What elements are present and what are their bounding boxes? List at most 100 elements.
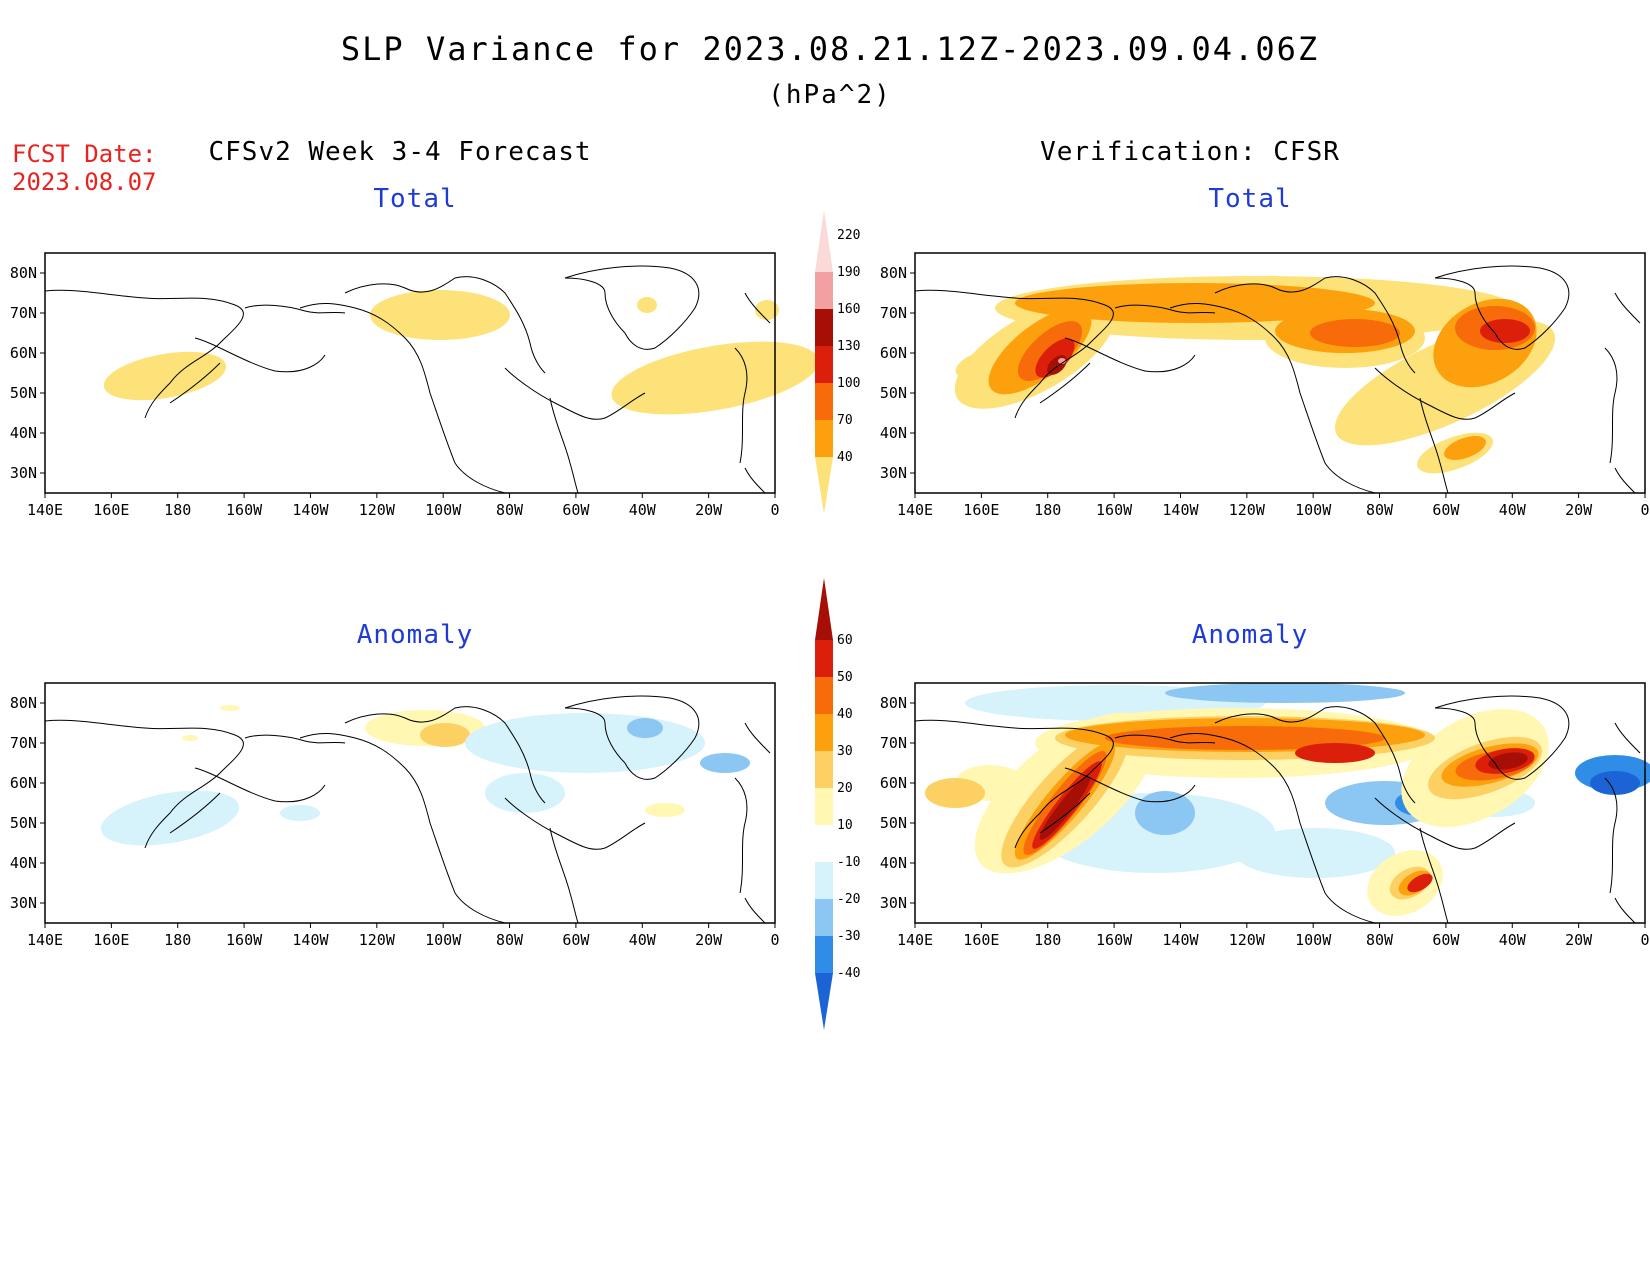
ver-total-fill-layer bbox=[954, 276, 1556, 474]
cb-total-swatch bbox=[815, 346, 833, 383]
fc-total-coastline-7 bbox=[549, 397, 579, 494]
ver-anom-lon-label: 140E bbox=[897, 931, 933, 949]
cb-total-swatch bbox=[815, 272, 833, 309]
cb-anom-swatch bbox=[815, 936, 833, 973]
cb-anom-level-label: 20 bbox=[837, 781, 853, 796]
fc-anom-fill-layer bbox=[100, 705, 750, 846]
fc-total-coastline-8 bbox=[564, 265, 700, 350]
fc-anom-contour-4 bbox=[485, 773, 565, 813]
cb-anom-level-label: -40 bbox=[837, 966, 860, 981]
ver-anom-lon-label: 140W bbox=[1162, 931, 1199, 949]
fc-anom-coastline-2 bbox=[244, 734, 346, 744]
ver-anom-coastline-2 bbox=[1114, 734, 1216, 744]
fc-total-title: Total bbox=[373, 184, 457, 214]
ver-total-lon-label: 180 bbox=[1034, 501, 1061, 519]
ver-anom-lon-label: 80W bbox=[1366, 931, 1394, 949]
ver-anom-lat-label: 80N bbox=[880, 694, 907, 712]
cb-anom-level-label: -30 bbox=[837, 929, 860, 944]
ver-anom-contour-7 bbox=[1590, 771, 1640, 795]
ver-total-lat-label: 50N bbox=[880, 384, 907, 402]
ver-total-coastline-8 bbox=[1434, 265, 1570, 350]
ver-total-coastline-11 bbox=[1604, 347, 1618, 464]
fc-total-coastline-10 bbox=[744, 292, 771, 324]
panel-verification-total: 140E 160E 180 160W 140W 120W 100W 80W 60W 40W 20W 0… bbox=[870, 240, 1650, 530]
ver-total-contour-15 bbox=[1480, 319, 1530, 343]
ver-anom-coastline-0 bbox=[914, 719, 1114, 849]
fc-total-coastline-5 bbox=[344, 276, 546, 374]
ver-anom-contour-1 bbox=[1165, 683, 1405, 703]
panel-forecast-anomaly: 140E 160E 180 160W 140W 120W 100W 80W 60W 40W 20W 0… bbox=[0, 670, 800, 960]
ver-anom-lon-label: 180 bbox=[1034, 931, 1061, 949]
ver-total-lon-label: 140E bbox=[897, 501, 933, 519]
ver-anom-contour-16 bbox=[925, 778, 985, 808]
ver-total-coastline-6 bbox=[1374, 367, 1516, 420]
ver-total-coastline-9 bbox=[1434, 277, 1496, 334]
ver-anom-coastline-3 bbox=[1064, 767, 1196, 803]
ver-total-contour-13 bbox=[1310, 319, 1400, 347]
cb-total-bottom-arrow bbox=[815, 457, 833, 514]
fc-anom-coastline-3 bbox=[194, 767, 326, 803]
fc-anom-coastline-4 bbox=[299, 733, 506, 924]
ver-total-lon-label: 80W bbox=[1366, 501, 1394, 519]
ver-anom-coastline-5 bbox=[1214, 706, 1416, 804]
fc-anom-contour-9 bbox=[220, 705, 240, 711]
fc-anom-coastline-7 bbox=[549, 827, 579, 924]
cb-anom-swatch bbox=[815, 825, 833, 862]
fc-total-contour-1 bbox=[370, 290, 510, 340]
ver-anom-coastline-12 bbox=[1614, 897, 1636, 924]
ver-anom-lon-label: 40W bbox=[1499, 931, 1527, 949]
ver-anom-lon-label: 160E bbox=[963, 931, 999, 949]
fc-total-coastline-12 bbox=[744, 467, 766, 494]
ver-total-coastline-3 bbox=[1064, 337, 1196, 373]
fc-total-lon-label: 20W bbox=[695, 501, 723, 519]
ver-total-coastline-10 bbox=[1614, 292, 1641, 324]
cb-total-level-label: 100 bbox=[837, 376, 860, 391]
ver-anom-lat-label: 50N bbox=[880, 814, 907, 832]
fc-total-lon-label: 140W bbox=[292, 501, 329, 519]
cb-total-top-arrow bbox=[815, 210, 833, 272]
cb-anom-bottom-arrow bbox=[815, 973, 833, 1030]
ver-total-lon-label: 60W bbox=[1432, 501, 1460, 519]
fc-anom-lon-label: 40W bbox=[629, 931, 657, 949]
fc-total-coastline-2 bbox=[244, 304, 346, 314]
ver-anom-contour-31 bbox=[1407, 873, 1433, 893]
cb-anom-level-label: -10 bbox=[837, 855, 860, 870]
ver-anom-contour-26 bbox=[1105, 726, 1385, 750]
fc-anom-contour-5 bbox=[627, 718, 663, 738]
ver-total-lat-label: 30N bbox=[880, 464, 907, 482]
fcst-date-value: 2023.08.07 bbox=[12, 168, 157, 196]
fc-total-lon-label: 140E bbox=[27, 501, 63, 519]
ver-anom-coastline-11 bbox=[1604, 777, 1618, 894]
fc-total-lat-label: 30N bbox=[10, 464, 37, 482]
fc-total-lat-label: 70N bbox=[10, 304, 37, 322]
fc-total-coastline-6 bbox=[504, 367, 646, 420]
fc-total-lon-label: 180 bbox=[164, 501, 191, 519]
ver-total-coastline-7 bbox=[1419, 397, 1449, 494]
colorbar-anomaly: -40 -30 -20 -10 10 20 30 40 50 60 bbox=[800, 578, 870, 1042]
fc-total-lon-label: 120W bbox=[359, 501, 396, 519]
fc-total-coastline-11 bbox=[734, 347, 748, 464]
colorbar-total-svg: 40 70 100 130 160 190 220 bbox=[815, 210, 860, 514]
units-label: (hPa^2) bbox=[768, 80, 892, 110]
fc-total-coastline-0 bbox=[44, 289, 244, 419]
ver-total-title: Total bbox=[1208, 184, 1292, 214]
ver-total-lat-label: 40N bbox=[880, 424, 907, 442]
ver-anom-coastline-4 bbox=[1169, 733, 1376, 924]
colorbar-anomaly-svg: -40 -30 -20 -10 10 20 30 40 50 60 bbox=[815, 578, 860, 1030]
ver-total-coastline-5 bbox=[1214, 276, 1416, 374]
fc-anom-contour-3 bbox=[465, 713, 705, 773]
cb-anom-level-label: -20 bbox=[837, 892, 860, 907]
ver-anom-coastline-9 bbox=[1434, 707, 1496, 764]
ver-total-lon-label: 100W bbox=[1295, 501, 1332, 519]
ver-total-coastline-2 bbox=[1114, 304, 1216, 314]
panel-verification-anomaly: 140E 160E 180 160W 140W 120W 100W 80W 60W 40W 20W 0… bbox=[870, 670, 1650, 960]
fc-total-lat-label: 60N bbox=[10, 344, 37, 362]
fc-total-lon-label: 80W bbox=[496, 501, 524, 519]
fc-anom-lon-label: 180 bbox=[164, 931, 191, 949]
cb-total-swatch bbox=[815, 420, 833, 457]
fc-anom-lat-label: 70N bbox=[10, 734, 37, 752]
ver-anom-title: Anomaly bbox=[1191, 620, 1309, 650]
fc-total-lat-label: 50N bbox=[10, 384, 37, 402]
fc-anom-lon-label: 80W bbox=[496, 931, 524, 949]
ver-anom-contour-29 bbox=[1295, 743, 1375, 763]
